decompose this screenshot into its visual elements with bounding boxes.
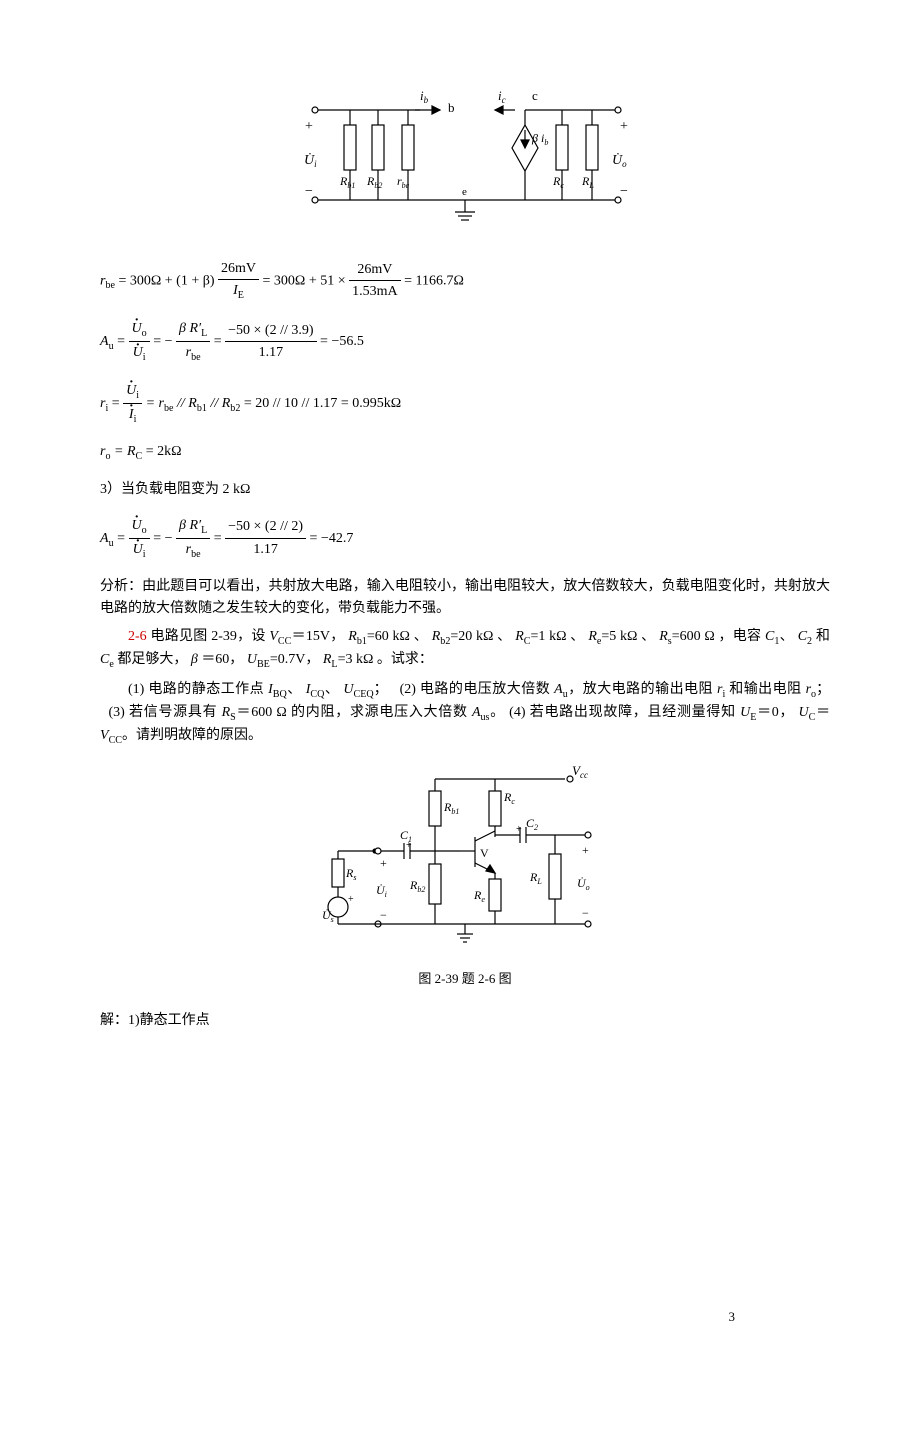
problem-number: 2-6 bbox=[128, 629, 147, 644]
svg-text:β ib: β ib bbox=[531, 131, 548, 147]
equation-au-2: Au = Uo Ui = − β R′L rbe = −50 × (2 // 2… bbox=[100, 515, 830, 563]
problem-statement: 2-6 电路见图 2-39，设 VCC＝15V， Rb1=60 kΩ 、 Rb2… bbox=[100, 626, 830, 673]
svg-text:−: − bbox=[380, 908, 387, 922]
svg-text:Vcc: Vcc bbox=[572, 763, 588, 780]
svg-text:U̇o: U̇o bbox=[612, 152, 627, 169]
svg-text:+: + bbox=[516, 824, 522, 835]
svg-text:ic: ic bbox=[498, 88, 506, 105]
svg-text:+: + bbox=[305, 119, 313, 134]
problem-questions: (1) 电路的静态工作点 IBQ、 ICQ、 UCEQ； (2) 电路的电压放大… bbox=[100, 679, 830, 749]
svg-text:C1: C1 bbox=[400, 828, 412, 844]
svg-text:−: − bbox=[620, 184, 628, 199]
svg-text:c: c bbox=[532, 88, 538, 103]
svg-text:RL: RL bbox=[529, 870, 542, 886]
circuit-diagram-1: ib b ic c + U̇i − + U̇o − Rb1 Rb2 rbe β … bbox=[100, 80, 830, 238]
svg-text:−: − bbox=[582, 906, 589, 920]
solution-start: 解：1)静态工作点 bbox=[100, 1010, 830, 1032]
svg-text:Re: Re bbox=[473, 888, 485, 904]
svg-text:Rs: Rs bbox=[345, 866, 356, 882]
svg-text:e: e bbox=[462, 186, 467, 198]
line-3-load-change: 3）当负载电阻变为 2 kΩ bbox=[100, 479, 830, 501]
equation-ri: ri = Ui Ii = rbe // Rb1 // Rb2 = 20 // 1… bbox=[100, 380, 830, 428]
svg-text:U̇o: U̇o bbox=[577, 876, 590, 892]
equation-rbe: rbe = 300Ω + (1 + β) 26mV IE = 300Ω + 51… bbox=[100, 258, 830, 304]
svg-text:Rb1: Rb1 bbox=[339, 174, 355, 190]
svg-text:V: V bbox=[480, 846, 489, 860]
svg-text:U̇s: U̇s bbox=[322, 908, 334, 924]
svg-text:Rc: Rc bbox=[503, 790, 515, 806]
svg-text:+: + bbox=[348, 894, 354, 905]
svg-text:C2: C2 bbox=[526, 816, 538, 832]
svg-text:ib: ib bbox=[420, 88, 429, 105]
svg-text:+: + bbox=[582, 843, 589, 857]
svg-text:b: b bbox=[448, 100, 455, 115]
amplifier-circuit-svg: + + bbox=[320, 759, 610, 959]
page-number: 3 bbox=[729, 1307, 736, 1327]
svg-text:−: − bbox=[305, 184, 313, 199]
svg-text:+: + bbox=[620, 119, 628, 134]
circuit-diagram-2: + + bbox=[100, 759, 830, 990]
svg-text:+: + bbox=[380, 856, 387, 870]
svg-text:Rb2: Rb2 bbox=[409, 878, 425, 894]
figure-caption: 图 2-39 题 2-6 图 bbox=[100, 969, 830, 989]
small-signal-circuit-svg: ib b ic c + U̇i − + U̇o − Rb1 Rb2 rbe β … bbox=[300, 80, 630, 230]
svg-text:Rb2: Rb2 bbox=[366, 174, 382, 190]
svg-text:U̇i: U̇i bbox=[376, 883, 387, 899]
equation-ro: ro = RC = 2kΩ bbox=[100, 441, 830, 464]
analysis-paragraph: 分析：由此题目可以看出，共射放大电路，输入电阻较小，输出电阻较大，放大倍数较大，… bbox=[100, 576, 830, 619]
svg-text:Rb1: Rb1 bbox=[443, 800, 459, 816]
svg-text:U̇i: U̇i bbox=[304, 152, 317, 169]
equation-au-1: Au = Uo Ui = − β R′L rbe = −50 × (2 // 3… bbox=[100, 318, 830, 366]
